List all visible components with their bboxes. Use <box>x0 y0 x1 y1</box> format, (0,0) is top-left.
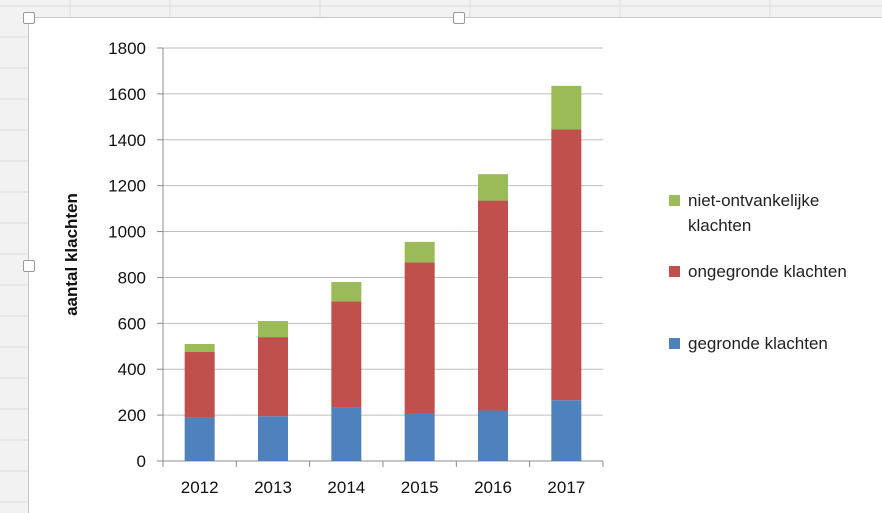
resize-handle-middle-left[interactable] <box>23 260 35 272</box>
y-tick-label: 1400 <box>108 131 146 150</box>
y-axis-label: aantal klachten <box>62 193 81 316</box>
bar-niet-ontvankelijke-klachten-2016[interactable] <box>478 174 508 201</box>
bar-ongegronde-klachten-2017[interactable] <box>551 129 582 401</box>
bar-ongegronde-klachten-2014[interactable] <box>331 301 362 408</box>
legend-label: niet-ontvankelijke <box>688 191 820 210</box>
bar-ongegronde-klachten-2013[interactable] <box>258 337 288 417</box>
x-tick-label: 2015 <box>401 478 439 497</box>
legend-label-line2: klachten <box>688 216 752 235</box>
legend-swatch-green <box>669 195 680 206</box>
bar-ongegronde-klachten-2012[interactable] <box>184 352 215 418</box>
bar-gegronde-klachten-2016[interactable] <box>478 410 508 461</box>
y-tick-label: 200 <box>118 406 146 425</box>
legend-item-ongegronde: ongegronde klachten <box>669 259 847 284</box>
y-tick-label: 400 <box>118 360 146 379</box>
legend-item-niet-ontvankelijke: niet-ontvankelijke klachten <box>669 188 819 238</box>
chart-area[interactable]: 0 200 400 600 800 1000 1200 1400 1600 1800 2012 201… <box>28 17 882 513</box>
x-tick-label: 2014 <box>327 478 365 497</box>
bar-ongegronde-klachten-2016[interactable] <box>478 200 508 411</box>
bar-gegronde-klachten-2013[interactable] <box>258 416 288 461</box>
resize-handle-top-middle[interactable] <box>453 12 465 24</box>
bar-gegronde-klachten-2014[interactable] <box>331 407 362 461</box>
chart-plot: 0 200 400 600 800 1000 1200 1400 1600 1800 2012 201… <box>62 39 604 497</box>
bar-niet-ontvankelijke-klachten-2017[interactable] <box>551 85 582 130</box>
y-tick-label: 1600 <box>108 85 146 104</box>
bar-niet-ontvankelijke-klachten-2013[interactable] <box>258 321 288 338</box>
y-tick-label: 0 <box>137 452 146 471</box>
bar-gegronde-klachten-2012[interactable] <box>184 417 215 461</box>
y-tick-label: 1200 <box>108 177 146 196</box>
bar-gegronde-klachten-2015[interactable] <box>404 413 435 461</box>
y-tick-label: 1000 <box>108 223 146 242</box>
legend-item-gegronde: gegronde klachten <box>669 331 828 356</box>
bar-niet-ontvankelijke-klachten-2015[interactable] <box>404 241 435 263</box>
x-tick-label: 2016 <box>474 478 512 497</box>
resize-handle-top-left[interactable] <box>23 12 35 24</box>
x-tick-label: 2017 <box>547 478 585 497</box>
legend-label: ongegronde klachten <box>688 262 847 281</box>
legend-swatch-red <box>669 266 680 277</box>
bar-gegronde-klachten-2017[interactable] <box>551 400 582 461</box>
bar-ongegronde-klachten-2015[interactable] <box>404 262 435 414</box>
legend-label: gegronde klachten <box>688 334 828 353</box>
y-tick-label: 800 <box>118 268 146 287</box>
bar-niet-ontvankelijke-klachten-2014[interactable] <box>331 282 362 302</box>
bar-niet-ontvankelijke-klachten-2012[interactable] <box>184 343 215 353</box>
x-tick-label: 2012 <box>181 478 219 497</box>
y-tick-label: 1800 <box>108 39 146 58</box>
legend-swatch-blue <box>669 338 680 349</box>
y-tick-label: 600 <box>118 314 146 333</box>
x-tick-label: 2013 <box>254 478 292 497</box>
